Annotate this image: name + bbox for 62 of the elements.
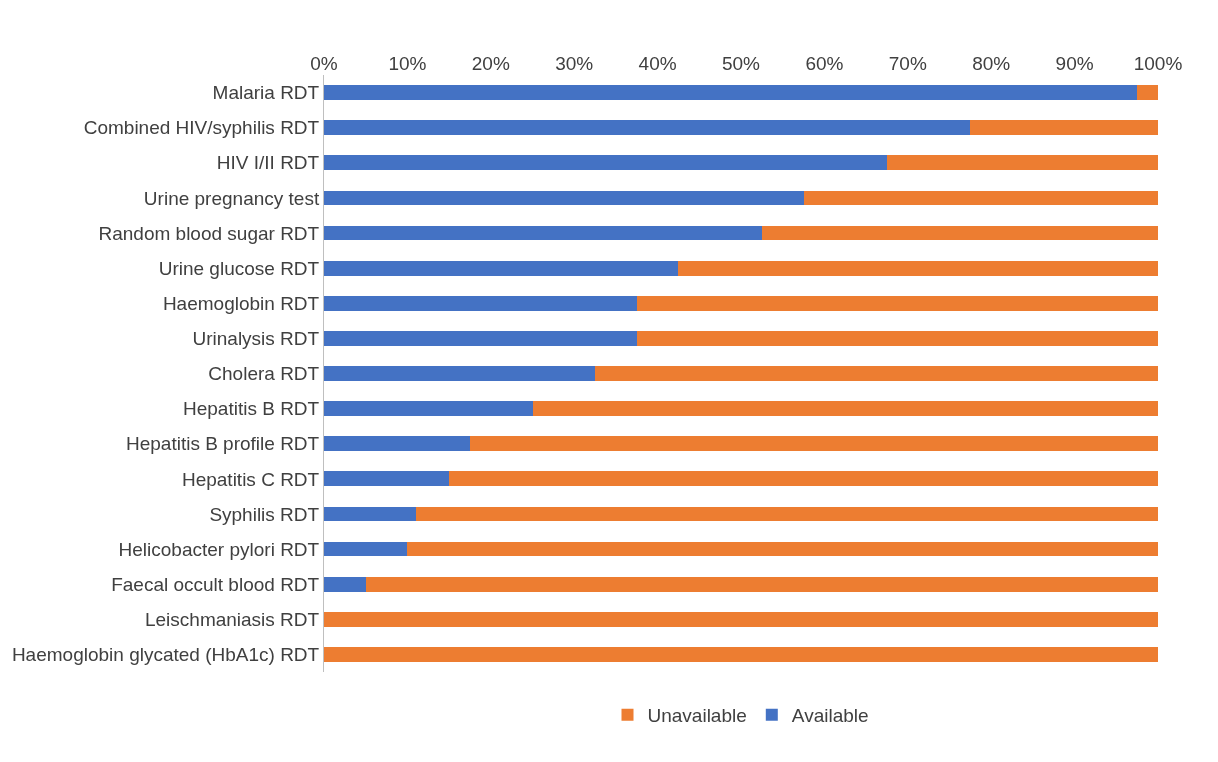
- bar: [324, 647, 1158, 662]
- x-tick-label: 30%: [555, 53, 594, 75]
- bar: [324, 225, 762, 241]
- bar: [324, 295, 637, 311]
- y-tick-label: Syphilis RDT: [209, 503, 320, 525]
- bar: [469, 436, 1158, 452]
- bar: [324, 331, 637, 346]
- x-tick-label: 100%: [1133, 53, 1183, 75]
- y-tick-label: Urine pregnancy test: [143, 187, 320, 209]
- bar: [803, 190, 1158, 206]
- y-tick-label: Leischmaniasis RDT: [144, 608, 320, 630]
- bar: [324, 120, 971, 136]
- x-tick-label: 80%: [972, 53, 1011, 75]
- bar: [324, 366, 596, 381]
- bar: [365, 576, 1158, 592]
- bar: [636, 295, 1158, 311]
- bar: [1137, 85, 1158, 100]
- y-tick-label: Combined HIV/syphilis RDT: [83, 117, 320, 139]
- y-tick-label: Hepatitis C RDT: [181, 468, 320, 490]
- y-tick-label: Haemoglobin RDT: [162, 292, 320, 314]
- x-tick-label: 0%: [310, 53, 338, 75]
- bar: [970, 120, 1158, 136]
- bar: [324, 471, 450, 487]
- y-tick-label: Faecal occult blood RDT: [111, 573, 320, 595]
- bar: [636, 331, 1158, 346]
- bar: [324, 611, 1158, 627]
- bar: [415, 506, 1158, 522]
- bar: [324, 155, 887, 171]
- y-tick-label: Helicobacter pylori RDT: [118, 538, 320, 560]
- y-tick-label: Random blood sugar RDT: [98, 222, 320, 244]
- bar: [324, 260, 679, 276]
- x-tick-label: 50%: [721, 53, 761, 75]
- bar: [324, 401, 533, 416]
- bar: [761, 225, 1158, 241]
- y-tick-label: HIV I/II RDT: [216, 152, 320, 174]
- legend-label: Unavailable: [647, 705, 747, 727]
- y-tick-label: Hepatitis B RDT: [183, 398, 320, 420]
- y-tick-label: Hepatitis B profile RDT: [125, 433, 320, 455]
- x-tick-label: 60%: [805, 53, 844, 75]
- y-tick-label: Cholera RDT: [208, 363, 320, 385]
- y-tick-label: Malaria RDT: [212, 82, 320, 104]
- bar: [324, 506, 416, 522]
- bar: [324, 541, 408, 557]
- x-tick-label: 90%: [1055, 53, 1094, 75]
- y-tick-label: Haemoglobin glycated (HbA1c) RDT: [11, 644, 320, 666]
- x-tick-label: 40%: [638, 53, 677, 75]
- bar: [449, 471, 1158, 487]
- x-tick-label: 70%: [888, 53, 927, 75]
- y-tick-label: Urine glucose RDT: [158, 257, 320, 279]
- legend-label: Available: [791, 705, 869, 727]
- x-tick-label: 10%: [388, 53, 427, 75]
- bar: [324, 576, 366, 592]
- y-tick-label: Urinalysis RDT: [192, 328, 320, 350]
- bar: [324, 436, 470, 452]
- bar: [324, 190, 804, 206]
- bar: [324, 85, 1138, 100]
- bar: [407, 541, 1158, 557]
- x-tick-label: 20%: [471, 53, 510, 75]
- bar: [678, 260, 1158, 276]
- bar: [532, 401, 1158, 416]
- bar: [886, 155, 1158, 171]
- bar: [595, 366, 1158, 381]
